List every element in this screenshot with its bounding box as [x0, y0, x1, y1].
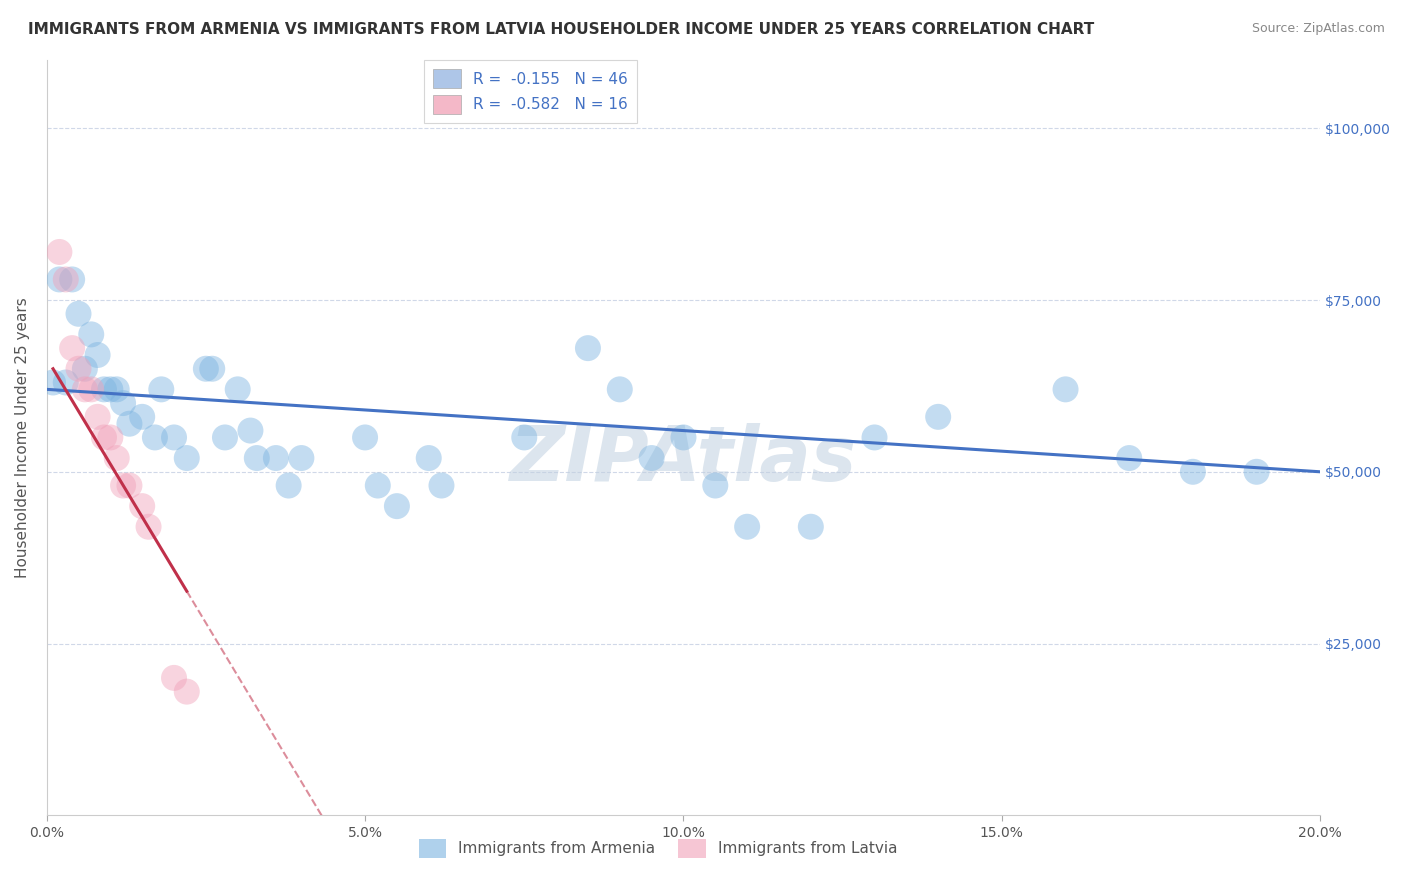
Point — [239, 424, 262, 438]
Point — [60, 341, 83, 355]
Point — [367, 478, 389, 492]
Point — [93, 382, 115, 396]
Point — [513, 430, 536, 444]
Point — [118, 478, 141, 492]
Point — [131, 499, 153, 513]
Point — [98, 382, 121, 396]
Point — [576, 341, 599, 355]
Point — [290, 451, 312, 466]
Point — [194, 361, 217, 376]
Point — [138, 520, 160, 534]
Point — [609, 382, 631, 396]
Point — [800, 520, 823, 534]
Point — [201, 361, 224, 376]
Point — [105, 382, 128, 396]
Point — [354, 430, 377, 444]
Point — [67, 361, 90, 376]
Point — [1118, 451, 1140, 466]
Point — [80, 382, 103, 396]
Point — [672, 430, 695, 444]
Y-axis label: Householder Income Under 25 years: Householder Income Under 25 years — [15, 297, 30, 578]
Text: Source: ZipAtlas.com: Source: ZipAtlas.com — [1251, 22, 1385, 36]
Point — [86, 348, 108, 362]
Point — [1054, 382, 1077, 396]
Point — [86, 409, 108, 424]
Point — [176, 451, 198, 466]
Point — [112, 478, 135, 492]
Point — [176, 684, 198, 698]
Point — [150, 382, 173, 396]
Point — [112, 396, 135, 410]
Point — [93, 430, 115, 444]
Point — [48, 244, 70, 259]
Point — [67, 307, 90, 321]
Point — [55, 272, 77, 286]
Point — [163, 671, 186, 685]
Point — [131, 409, 153, 424]
Point — [73, 382, 96, 396]
Point — [60, 272, 83, 286]
Point — [73, 361, 96, 376]
Point — [1181, 465, 1204, 479]
Point — [214, 430, 236, 444]
Point — [48, 272, 70, 286]
Point — [80, 327, 103, 342]
Legend: Immigrants from Armenia, Immigrants from Latvia: Immigrants from Armenia, Immigrants from… — [412, 832, 904, 864]
Point — [42, 376, 65, 390]
Point — [430, 478, 453, 492]
Point — [118, 417, 141, 431]
Point — [98, 430, 121, 444]
Point — [418, 451, 440, 466]
Point — [163, 430, 186, 444]
Point — [246, 451, 269, 466]
Point — [264, 451, 287, 466]
Point — [55, 376, 77, 390]
Text: ZIPAtlas: ZIPAtlas — [510, 423, 858, 497]
Point — [863, 430, 886, 444]
Point — [143, 430, 166, 444]
Point — [226, 382, 249, 396]
Point — [704, 478, 727, 492]
Point — [1246, 465, 1268, 479]
Text: IMMIGRANTS FROM ARMENIA VS IMMIGRANTS FROM LATVIA HOUSEHOLDER INCOME UNDER 25 YE: IMMIGRANTS FROM ARMENIA VS IMMIGRANTS FR… — [28, 22, 1094, 37]
Point — [385, 499, 408, 513]
Point — [105, 451, 128, 466]
Point — [735, 520, 758, 534]
Point — [927, 409, 949, 424]
Point — [277, 478, 299, 492]
Point — [640, 451, 662, 466]
